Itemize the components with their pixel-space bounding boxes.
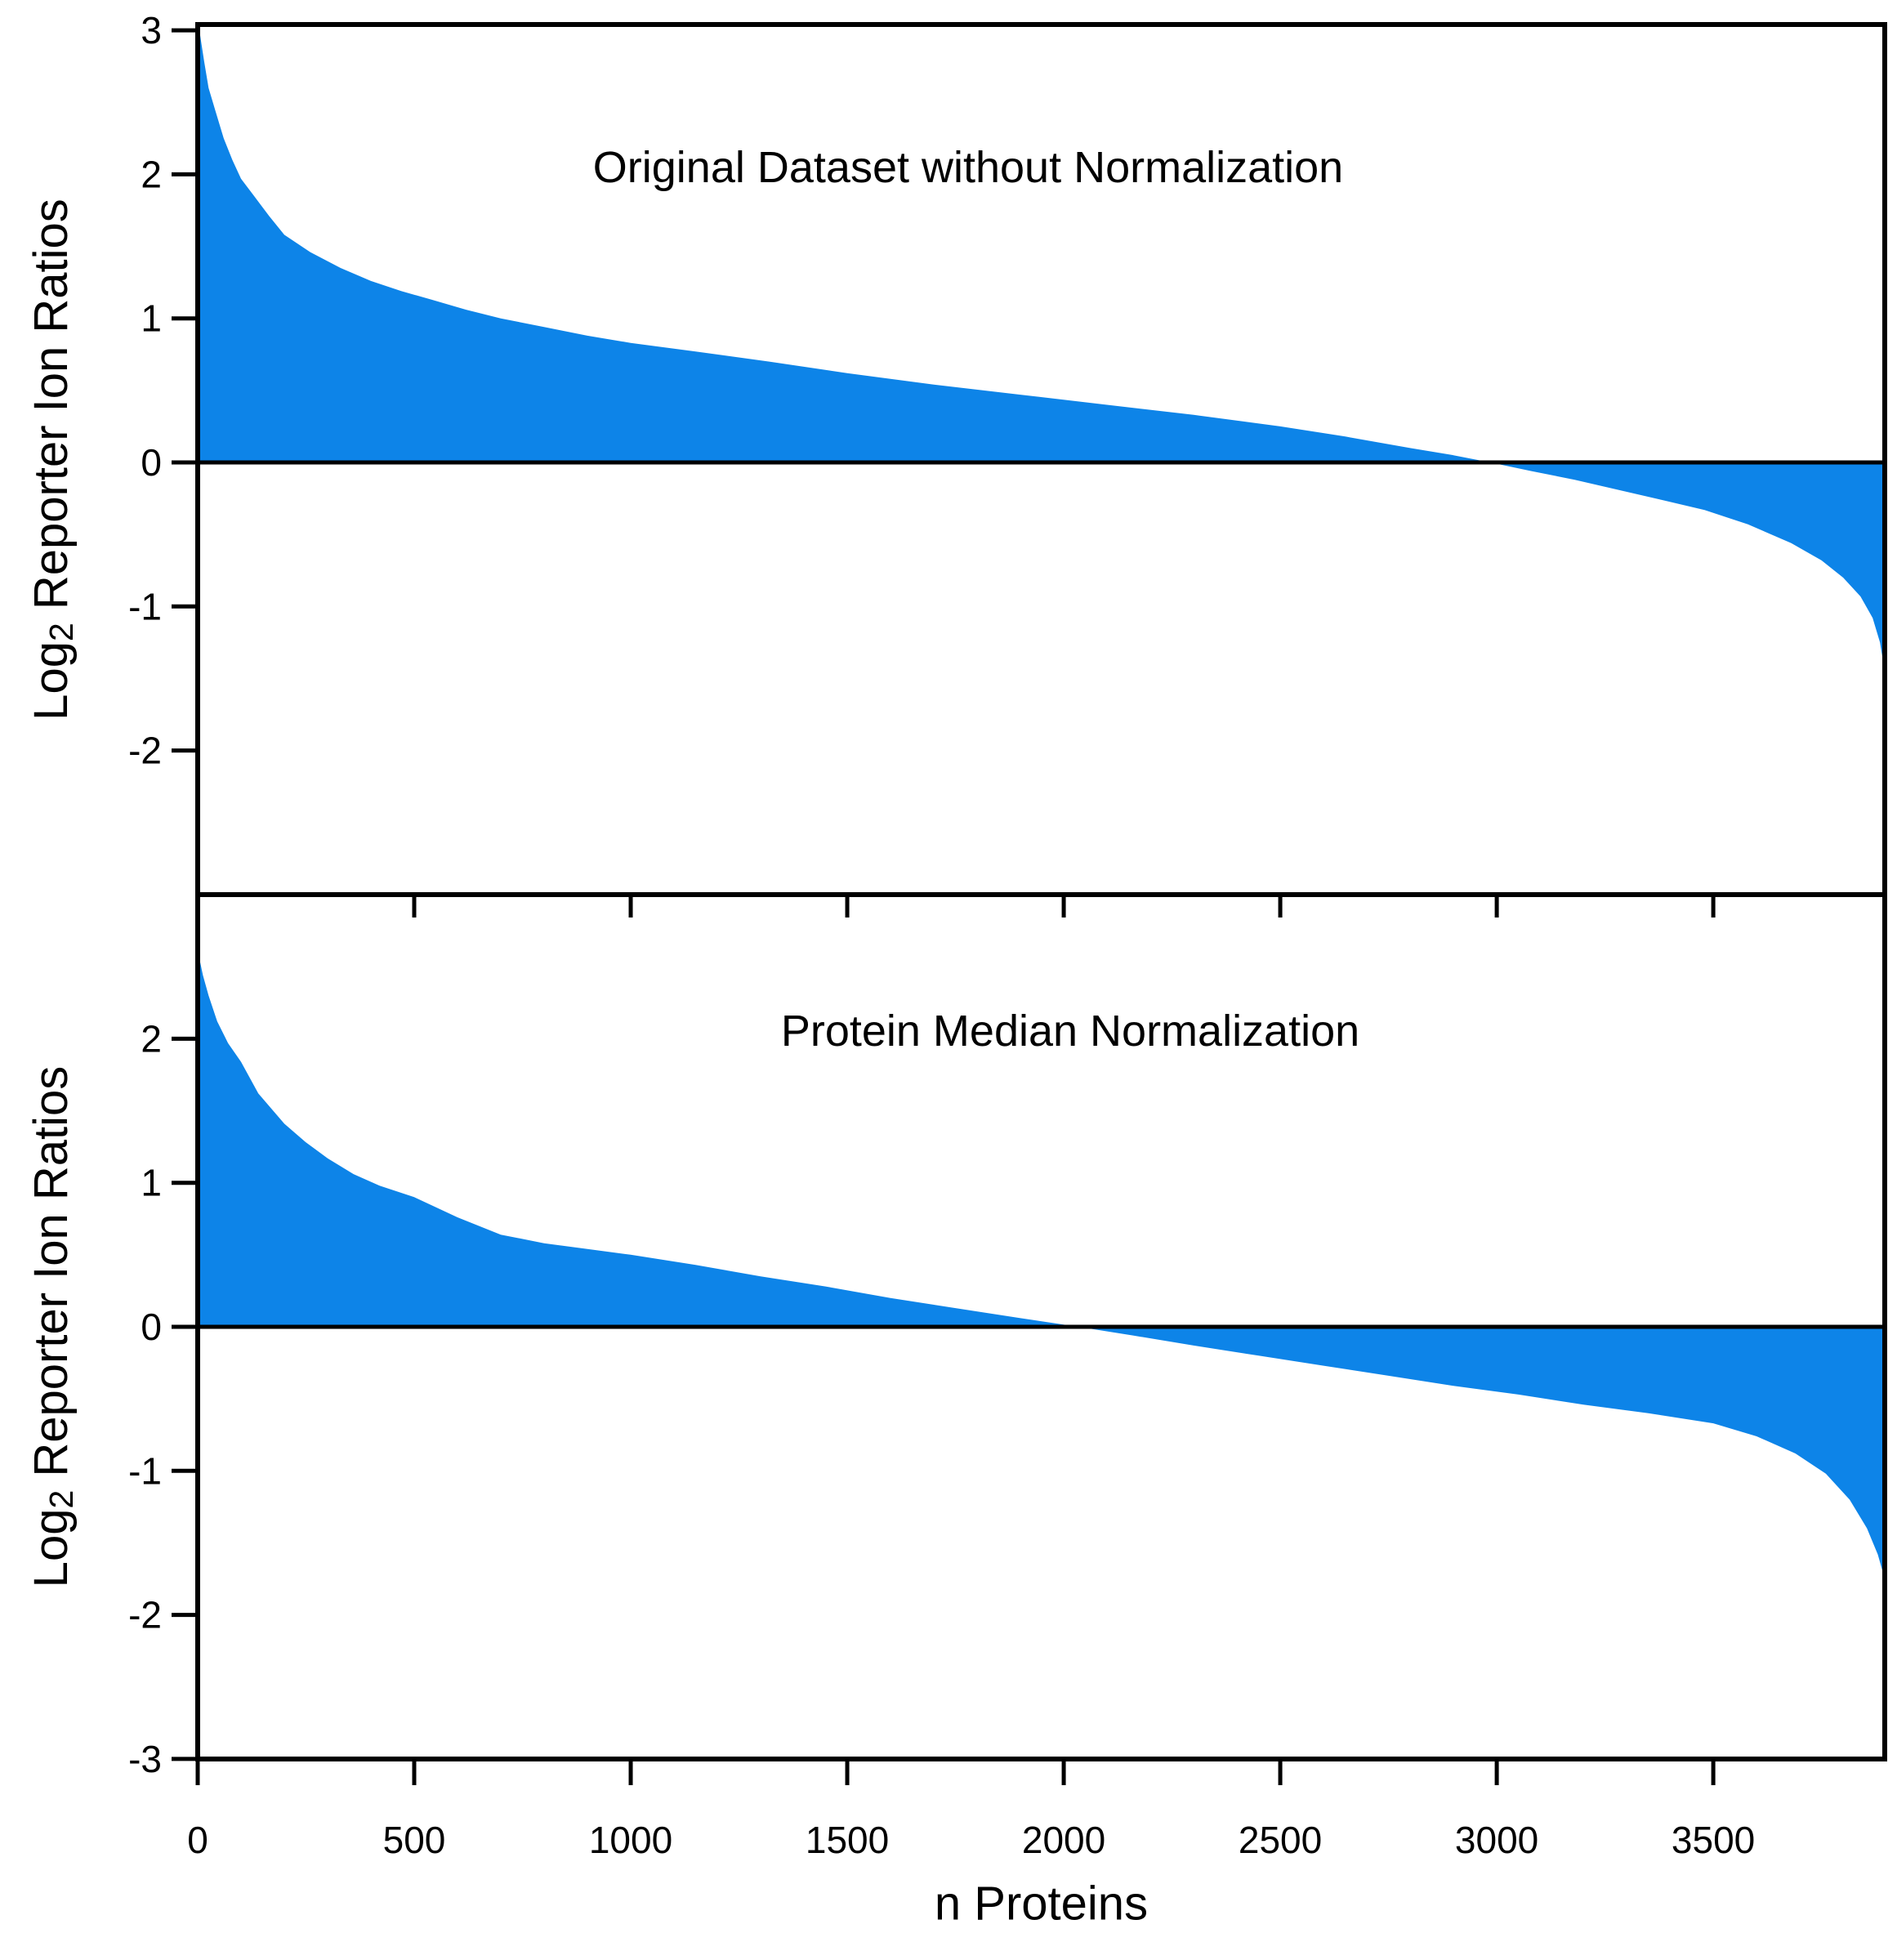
y-tick-label: 0: [141, 1306, 162, 1348]
y-tick-label: -2: [128, 1594, 162, 1636]
panel-1: 2 1 0 -1 -2 -3 Protein Median Normalization Log…: [25, 892, 1887, 1780]
x-tick-label: 3000: [1455, 1819, 1538, 1861]
area-fill: [198, 25, 1885, 672]
x-tick-label: 500: [383, 1819, 446, 1861]
y-tick-label: -1: [128, 1449, 162, 1492]
y-tick-label: -3: [128, 1738, 162, 1780]
y-tick-label: -2: [128, 730, 162, 772]
x-tick-label: 2000: [1022, 1819, 1105, 1861]
y-tick-label: 3: [141, 9, 162, 51]
y-tick-label: 1: [141, 1162, 162, 1204]
x-tick-label: 1000: [589, 1819, 672, 1861]
y-tick-label: -1: [128, 585, 162, 627]
y-axis-label: Log2 Reporter Ion Ratios: [25, 1066, 81, 1588]
y-tick-label: 2: [141, 1017, 162, 1060]
panel-title: Original Dataset without Normalization: [593, 143, 1343, 192]
area-fill: [198, 952, 1885, 1579]
x-tick-label: 2500: [1239, 1819, 1322, 1861]
x-axis-label: n Proteins: [935, 1877, 1148, 1931]
panel-title: Protein Median Normalization: [781, 1007, 1359, 1056]
y-axis-label: Log2 Reporter Ion Ratios: [25, 199, 81, 721]
x-tick-label: 1500: [806, 1819, 889, 1861]
x-tick-label: 3500: [1672, 1819, 1755, 1861]
y-tick-label: 2: [141, 153, 162, 195]
x-tick-label: 0: [187, 1819, 208, 1861]
y-tick-label: 1: [141, 297, 162, 340]
y-tick-label: 0: [141, 441, 162, 484]
panel-0: 3 2 1 0 -1 -2 Original Dataset without Normali…: [25, 9, 1887, 897]
